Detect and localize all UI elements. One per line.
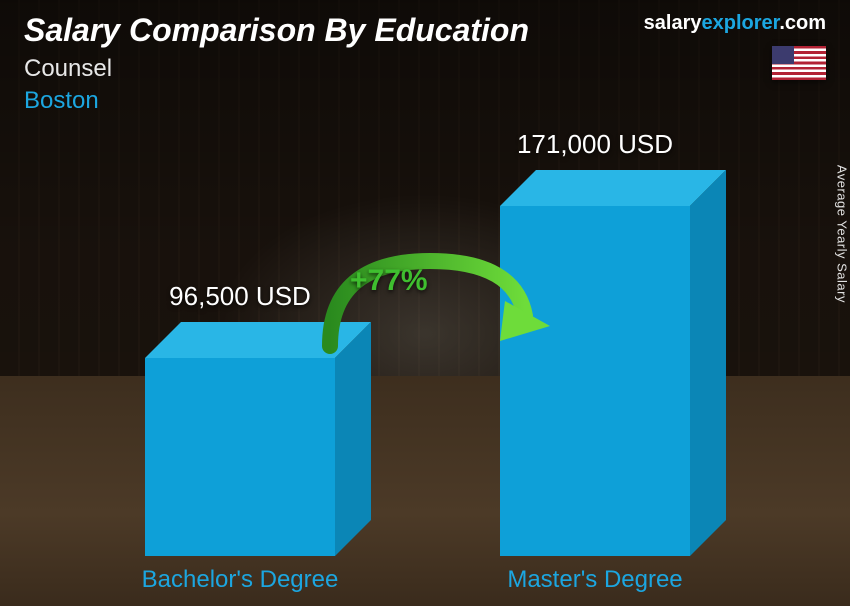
header: Salary Comparison By Education Counsel B…: [24, 12, 826, 115]
brand-part1: salary: [644, 12, 702, 34]
subtitle-job: Counsel: [24, 55, 826, 83]
bar-chart: +77% 96,500 USD Bachelor's Degree 171,00…: [0, 126, 850, 606]
subtitle-city: Boston: [24, 87, 826, 115]
bar-3d: [145, 358, 335, 556]
brand-suffix: .com: [779, 12, 826, 34]
bar-bachelors: [145, 358, 335, 556]
brand-part2: explorer: [701, 12, 779, 34]
bar-category-label: Bachelor's Degree: [110, 566, 370, 594]
increase-arrow-icon: [300, 246, 560, 376]
flag-icon: [772, 46, 826, 80]
bar-category-label: Master's Degree: [465, 566, 725, 594]
bar-value-label: 171,000 USD: [465, 129, 725, 160]
brand-logo: salaryexplorer.com: [644, 12, 826, 35]
bar-side-face: [690, 170, 726, 556]
increase-percent-label: +77%: [350, 264, 428, 298]
bar-top-face: [500, 170, 726, 206]
bar-front-face: [145, 358, 335, 556]
y-axis-label: Average Yearly Salary: [835, 165, 850, 303]
